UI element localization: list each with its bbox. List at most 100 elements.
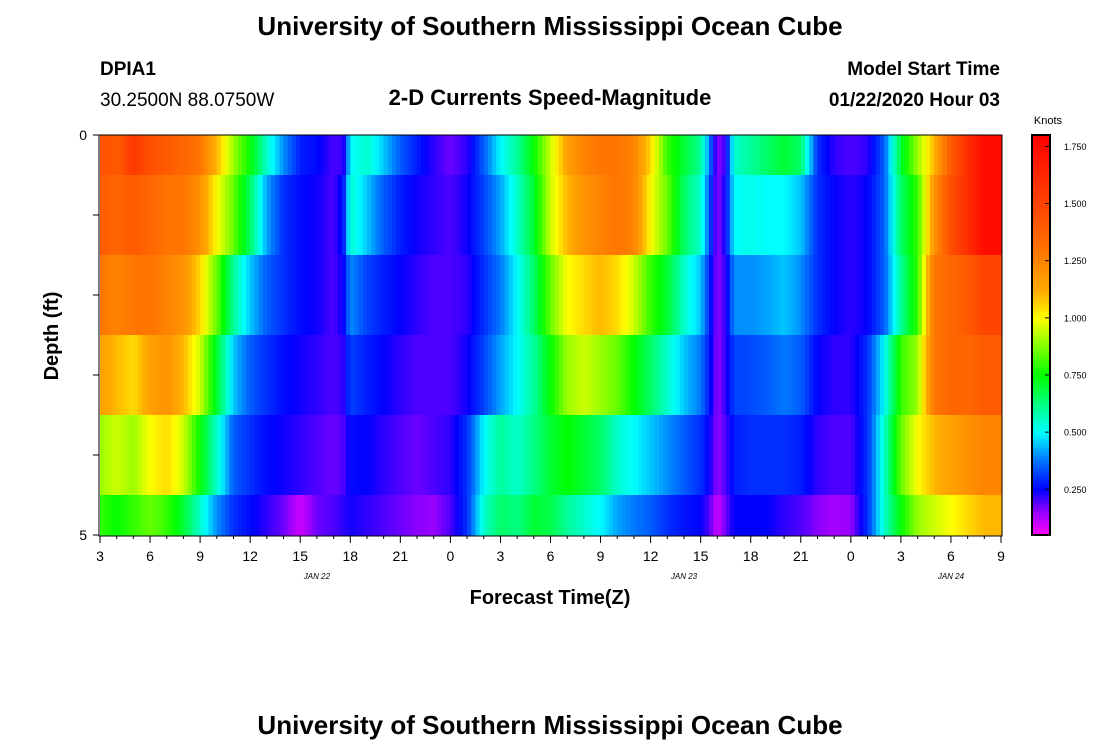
heatmap-cell <box>704 175 710 256</box>
heatmap-cell <box>763 335 769 416</box>
heatmap-cell <box>646 255 652 336</box>
heatmap-cell <box>779 335 785 416</box>
heatmap-cell <box>567 335 572 416</box>
heatmap-cell <box>471 495 477 536</box>
heatmap-cell <box>471 415 477 496</box>
heatmap-cell <box>266 415 272 496</box>
heatmap-cell <box>108 415 114 496</box>
heatmap-cell <box>892 415 898 496</box>
heatmap-cell <box>533 415 539 496</box>
heatmap-cell <box>955 335 960 416</box>
heatmap <box>100 135 1002 536</box>
heatmap-cell <box>166 175 172 256</box>
heatmap-cell <box>471 135 477 176</box>
heatmap-cell <box>596 335 602 416</box>
heatmap-cell <box>888 495 894 536</box>
heatmap-cell <box>746 495 752 536</box>
heatmap-cell <box>721 495 727 536</box>
heatmap-cell <box>842 415 848 496</box>
heatmap-cell <box>442 135 447 176</box>
heatmap-cell <box>984 335 990 416</box>
heatmap-cell <box>642 255 648 336</box>
heatmap-cell <box>371 335 376 416</box>
heatmap-cell <box>754 175 760 256</box>
heatmap-cell <box>638 255 643 336</box>
heatmap-cell <box>859 175 864 256</box>
heatmap-cell <box>963 135 969 176</box>
heatmap-cell <box>308 495 314 536</box>
heatmap-cell <box>867 135 873 176</box>
heatmap-cell <box>734 135 739 176</box>
heatmap-cell <box>809 335 814 416</box>
heatmap-cell <box>333 175 339 256</box>
heatmap-cell <box>996 335 1002 416</box>
x-tick-label: 0 <box>847 548 855 564</box>
heatmap-cell <box>492 495 497 536</box>
heatmap-cell <box>905 175 910 256</box>
heatmap-cell <box>613 135 618 176</box>
heatmap-cell <box>296 175 301 256</box>
heatmap-cell <box>341 415 347 496</box>
heatmap-cell <box>775 335 781 416</box>
heatmap-cell <box>258 335 264 416</box>
heatmap-cell <box>429 415 435 496</box>
heatmap-cell <box>683 255 689 336</box>
heatmap-cell <box>588 135 593 176</box>
x-tick-label: 12 <box>242 548 258 564</box>
heatmap-cell <box>133 255 139 336</box>
heatmap-cell <box>800 495 806 536</box>
heatmap-cell <box>296 335 301 416</box>
heatmap-cell <box>588 415 593 496</box>
colorbar-segment <box>1032 175 1050 180</box>
heatmap-cell <box>750 335 756 416</box>
heatmap-cell <box>604 175 610 256</box>
heatmap-cell <box>867 255 873 336</box>
heatmap-cell <box>246 135 251 176</box>
heatmap-cell <box>813 495 819 536</box>
heatmap-cell <box>329 175 335 256</box>
heatmap-cell <box>734 495 739 536</box>
heatmap-cell <box>262 175 268 256</box>
heatmap-cell <box>433 495 439 536</box>
heatmap-cell <box>275 175 280 256</box>
heatmap-cell <box>917 135 923 176</box>
heatmap-cell <box>771 495 777 536</box>
heatmap-cell <box>504 175 510 256</box>
heatmap-cell <box>542 495 547 536</box>
heatmap-cell <box>671 175 677 256</box>
colorbar-segment <box>1032 283 1050 288</box>
heatmap-cell <box>321 335 326 416</box>
heatmap-cell <box>675 255 681 336</box>
heatmap-cell <box>796 415 802 496</box>
heatmap-cell <box>116 175 122 256</box>
colorbar-unit: Knots <box>1034 115 1063 127</box>
heatmap-cell <box>779 135 785 176</box>
heatmap-cell <box>246 415 251 496</box>
heatmap-cell <box>145 175 151 256</box>
heatmap-cell <box>692 135 698 176</box>
heatmap-cell <box>871 255 877 336</box>
heatmap-cell <box>946 415 952 496</box>
heatmap-cell <box>633 175 639 256</box>
x-tick-label: 21 <box>393 548 409 564</box>
heatmap-cell <box>992 255 998 336</box>
heatmap-cell <box>496 135 502 176</box>
heatmap-cell <box>875 495 881 536</box>
heatmap-cell <box>829 495 835 536</box>
heatmap-cell <box>529 175 535 256</box>
heatmap-cell <box>746 335 752 416</box>
heatmap-cell <box>646 135 652 176</box>
heatmap-cell <box>696 135 702 176</box>
heatmap-cell <box>629 495 635 536</box>
heatmap-cell <box>746 175 752 256</box>
heatmap-cell <box>187 335 193 416</box>
heatmap-cell <box>125 335 130 416</box>
heatmap-cell <box>237 135 243 176</box>
heatmap-cell <box>150 135 155 176</box>
heatmap-cell <box>379 175 385 256</box>
heatmap-cell <box>959 335 965 416</box>
heatmap-cell <box>834 335 839 416</box>
heatmap-cell <box>220 255 226 336</box>
heatmap-cell <box>896 135 902 176</box>
colorbar-segment <box>1032 147 1050 152</box>
